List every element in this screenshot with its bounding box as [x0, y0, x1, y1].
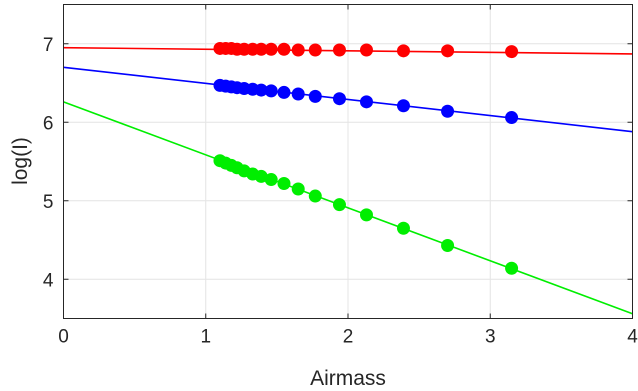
data-point: [396, 44, 410, 58]
fit-line: [63, 46, 633, 55]
data-point: [254, 169, 268, 183]
y-tick-label: 5: [43, 192, 54, 213]
x-tick-label: 4: [627, 327, 638, 348]
fit-line: [63, 66, 633, 133]
data-point: [277, 42, 291, 56]
data-point: [332, 43, 346, 57]
data-point: [264, 173, 278, 187]
y-tick-label: 6: [43, 113, 54, 134]
data-point: [441, 238, 455, 252]
data-point: [291, 43, 305, 57]
fit-line: [63, 101, 633, 315]
grid: [63, 4, 633, 319]
data-points: [213, 41, 519, 275]
data-point: [332, 198, 346, 212]
y-tick-label: 4: [43, 270, 54, 291]
data-point: [254, 42, 268, 56]
x-axis-label: Airmass: [310, 367, 386, 390]
data-point: [308, 89, 322, 103]
data-point: [308, 43, 322, 57]
y-axis-label: log(I): [9, 137, 32, 185]
data-point: [291, 182, 305, 196]
data-point: [396, 99, 410, 113]
y-tick-label: 7: [43, 35, 54, 56]
x-tick-label: 0: [58, 327, 69, 348]
x-tick-label: 2: [343, 327, 354, 348]
data-point: [264, 84, 278, 98]
data-point: [359, 43, 373, 57]
data-point: [308, 189, 322, 203]
data-point: [441, 104, 455, 118]
data-point: [505, 111, 519, 125]
data-point: [505, 261, 519, 275]
data-point: [505, 45, 519, 59]
data-point: [254, 83, 268, 97]
data-point: [359, 95, 373, 109]
data-point: [277, 85, 291, 99]
x-tick-label: 1: [200, 327, 211, 348]
data-point: [441, 44, 455, 58]
fit-lines: [63, 46, 633, 315]
data-point: [359, 208, 373, 222]
data-point: [332, 92, 346, 106]
data-point: [396, 221, 410, 235]
data-point: [264, 42, 278, 56]
ticks: 0 1 2 3 4 4 5 6 7: [43, 4, 638, 348]
data-point: [291, 87, 305, 101]
x-tick-label: 3: [485, 327, 496, 348]
data-point: [277, 176, 291, 190]
